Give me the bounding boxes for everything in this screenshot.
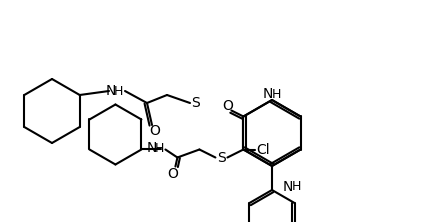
Text: H: H — [291, 180, 301, 194]
Text: H: H — [114, 85, 123, 97]
Text: O: O — [150, 124, 160, 138]
Text: S: S — [192, 96, 200, 110]
Text: N: N — [106, 84, 116, 98]
Text: O: O — [222, 99, 233, 113]
Text: O: O — [167, 166, 178, 180]
Text: Cl: Cl — [257, 143, 270, 157]
Text: H: H — [155, 142, 164, 155]
Text: N: N — [263, 87, 273, 101]
Text: H: H — [271, 87, 281, 101]
Text: S: S — [217, 151, 226, 165]
Text: N: N — [283, 180, 293, 194]
Text: N: N — [146, 141, 157, 155]
